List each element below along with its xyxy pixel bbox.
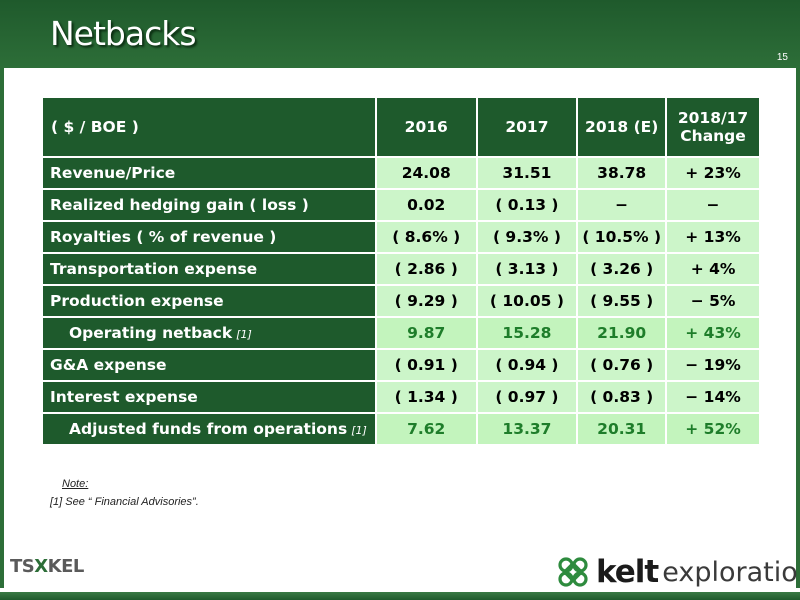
cell-2017: ( 0.13 )	[475, 188, 579, 222]
row-label: Adjusted funds from operations [1]	[41, 412, 377, 446]
table-row-revenue: Revenue/Price 24.08 31.51 38.78 + 23%	[41, 156, 761, 190]
cell-change: −	[665, 188, 761, 222]
cell-change: − 14%	[665, 380, 761, 414]
left-border	[0, 68, 4, 588]
table-row-interest: Interest expense ( 1.34 ) ( 0.97 ) ( 0.8…	[41, 380, 761, 414]
table-row-adjusted-funds: Adjusted funds from operations [1] 7.62 1…	[41, 412, 761, 446]
cell-2017: ( 10.05 )	[475, 284, 579, 318]
table-row-transportation: Transportation expense ( 2.86 ) ( 3.13 )…	[41, 252, 761, 286]
cell-2017: 31.51	[475, 156, 579, 190]
tsx-cross-text: X	[34, 556, 48, 577]
cell-2016: 24.08	[374, 156, 478, 190]
note-text: [1] See “ Financial Advisories”.	[50, 496, 199, 508]
cell-change: + 23%	[665, 156, 761, 190]
table-row-royalties: Royalties ( % of revenue ) ( 8.6% ) ( 9.…	[41, 220, 761, 254]
footer-bar	[0, 592, 800, 600]
row-label: Interest expense	[41, 380, 377, 414]
cell-2016: ( 9.29 )	[374, 284, 478, 318]
celtic-knot-icon	[558, 557, 588, 587]
table-row-ga: G&A expense ( 0.91 ) ( 0.94 ) ( 0.76 ) −…	[41, 348, 761, 382]
cell-2017: ( 0.94 )	[475, 348, 579, 382]
cell-2016: 0.02	[374, 188, 478, 222]
cell-change: − 5%	[665, 284, 761, 318]
table-header-row: ( $ / BOE ) 2016 2017 2018 (E) 2018/17 C…	[41, 96, 761, 158]
cell-change: + 43%	[665, 316, 761, 350]
company-name-bold: kelt	[596, 554, 659, 590]
row-label: Royalties ( % of revenue )	[41, 220, 377, 254]
cell-2016: ( 1.34 )	[374, 380, 478, 414]
table-row-operating-netback: Operating netback [1] 9.87 15.28 21.90 + …	[41, 316, 761, 350]
row-label: Operating netback [1]	[41, 316, 377, 350]
row-label: Revenue/Price	[41, 156, 377, 190]
header-units: ( $ / BOE )	[41, 96, 377, 158]
tsx-logo: TSXKEL	[10, 556, 84, 577]
page-number: 15	[776, 52, 788, 63]
cell-2016: 9.87	[374, 316, 478, 350]
cell-change: + 13%	[665, 220, 761, 254]
kelt-logo: kelt exploration	[556, 554, 800, 590]
cell-2016: ( 2.86 )	[374, 252, 478, 286]
row-label: G&A expense	[41, 348, 377, 382]
cell-change: + 4%	[665, 252, 761, 286]
cell-2018: 20.31	[576, 412, 668, 446]
cell-2017: ( 9.3% )	[475, 220, 579, 254]
cell-2018: 21.90	[576, 316, 668, 350]
cell-change: − 19%	[665, 348, 761, 382]
cell-2017: ( 3.13 )	[475, 252, 579, 286]
row-label: Production expense	[41, 284, 377, 318]
cell-2017: 15.28	[475, 316, 579, 350]
header-change: 2018/17 Change	[665, 96, 761, 158]
tsx-left-text: TS	[10, 556, 35, 577]
cell-change: + 52%	[665, 412, 761, 446]
table-row-production: Production expense ( 9.29 ) ( 10.05 ) ( …	[41, 284, 761, 318]
cell-2018: −	[576, 188, 668, 222]
header-2017: 2017	[475, 96, 579, 158]
slide-title: Netbacks	[50, 14, 197, 53]
row-label-text: Adjusted funds from operations	[69, 420, 348, 438]
cell-2016: 7.62	[374, 412, 478, 446]
row-label: Transportation expense	[41, 252, 377, 286]
footnote-ref: [1]	[351, 424, 367, 437]
table-row-hedging: Realized hedging gain ( loss ) 0.02 ( 0.…	[41, 188, 761, 222]
note-heading: Note:	[62, 478, 88, 490]
slide-header: Netbacks	[0, 0, 800, 68]
tsx-right-text: KEL	[47, 556, 85, 577]
cell-2018: ( 3.26 )	[576, 252, 668, 286]
cell-2018: 38.78	[576, 156, 668, 190]
header-change-line1: 2018/17	[677, 109, 749, 127]
row-label: Realized hedging gain ( loss )	[41, 188, 377, 222]
cell-2016: ( 0.91 )	[374, 348, 478, 382]
right-border	[796, 68, 800, 588]
cell-2017: ( 0.97 )	[475, 380, 579, 414]
note-title: Note:	[62, 478, 89, 490]
company-name-rest: exploration	[662, 556, 800, 588]
row-label-text: Operating netback	[69, 324, 233, 342]
header-change-line2: Change	[680, 127, 746, 145]
cell-2018: ( 0.76 )	[576, 348, 668, 382]
header-2016: 2016	[374, 96, 478, 158]
footnote-ref: [1]	[236, 328, 252, 341]
cell-2018: ( 0.83 )	[576, 380, 668, 414]
cell-2017: 13.37	[475, 412, 579, 446]
header-2018e: 2018 (E)	[576, 96, 668, 158]
cell-2016: ( 8.6% )	[374, 220, 478, 254]
cell-2018: ( 9.55 )	[576, 284, 668, 318]
cell-2018: ( 10.5% )	[576, 220, 668, 254]
netbacks-table: ( $ / BOE ) 2016 2017 2018 (E) 2018/17 C…	[41, 96, 761, 446]
